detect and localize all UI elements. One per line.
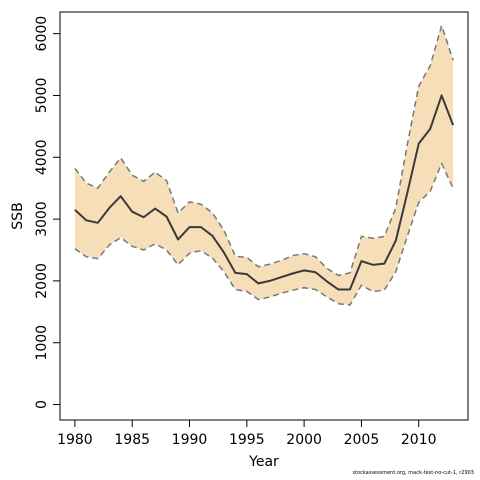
y-tick-label: 3000	[34, 201, 50, 237]
y-tick-label: 5000	[34, 78, 50, 114]
x-tick-label: 1995	[229, 432, 265, 448]
x-tick-label: 2010	[401, 432, 437, 448]
confidence-band-layer	[74, 25, 454, 306]
y-axis: 0 1000 2000 3000 4000 5000 6000	[34, 16, 61, 409]
y-tick-label: 2000	[34, 263, 50, 299]
y-tick-label: 0	[34, 400, 50, 409]
ssb-estimate-line	[74, 94, 455, 291]
confidence-band	[74, 25, 454, 306]
lower-bound-line	[74, 162, 454, 306]
x-tick-label: 1990	[172, 432, 208, 448]
x-axis-title: Year	[248, 454, 279, 470]
series-line-layer	[74, 24, 455, 306]
y-tick-label: 4000	[34, 139, 50, 175]
x-tick-label: 2000	[286, 432, 322, 448]
y-axis-title: SSB	[10, 202, 26, 229]
x-axis: 1980 1985 1990 1995 2000 2005 2010	[57, 419, 437, 448]
y-tick-label: 6000	[34, 16, 50, 52]
x-tick-label: 1980	[57, 432, 93, 448]
x-tick-label: 2005	[344, 432, 380, 448]
y-tick-label: 1000	[34, 325, 50, 361]
x-tick-label: 1985	[114, 432, 150, 448]
footer-credit: stockassessment.org, mack-test-no-cut-1,…	[352, 470, 474, 476]
upper-bound-line	[74, 24, 454, 277]
